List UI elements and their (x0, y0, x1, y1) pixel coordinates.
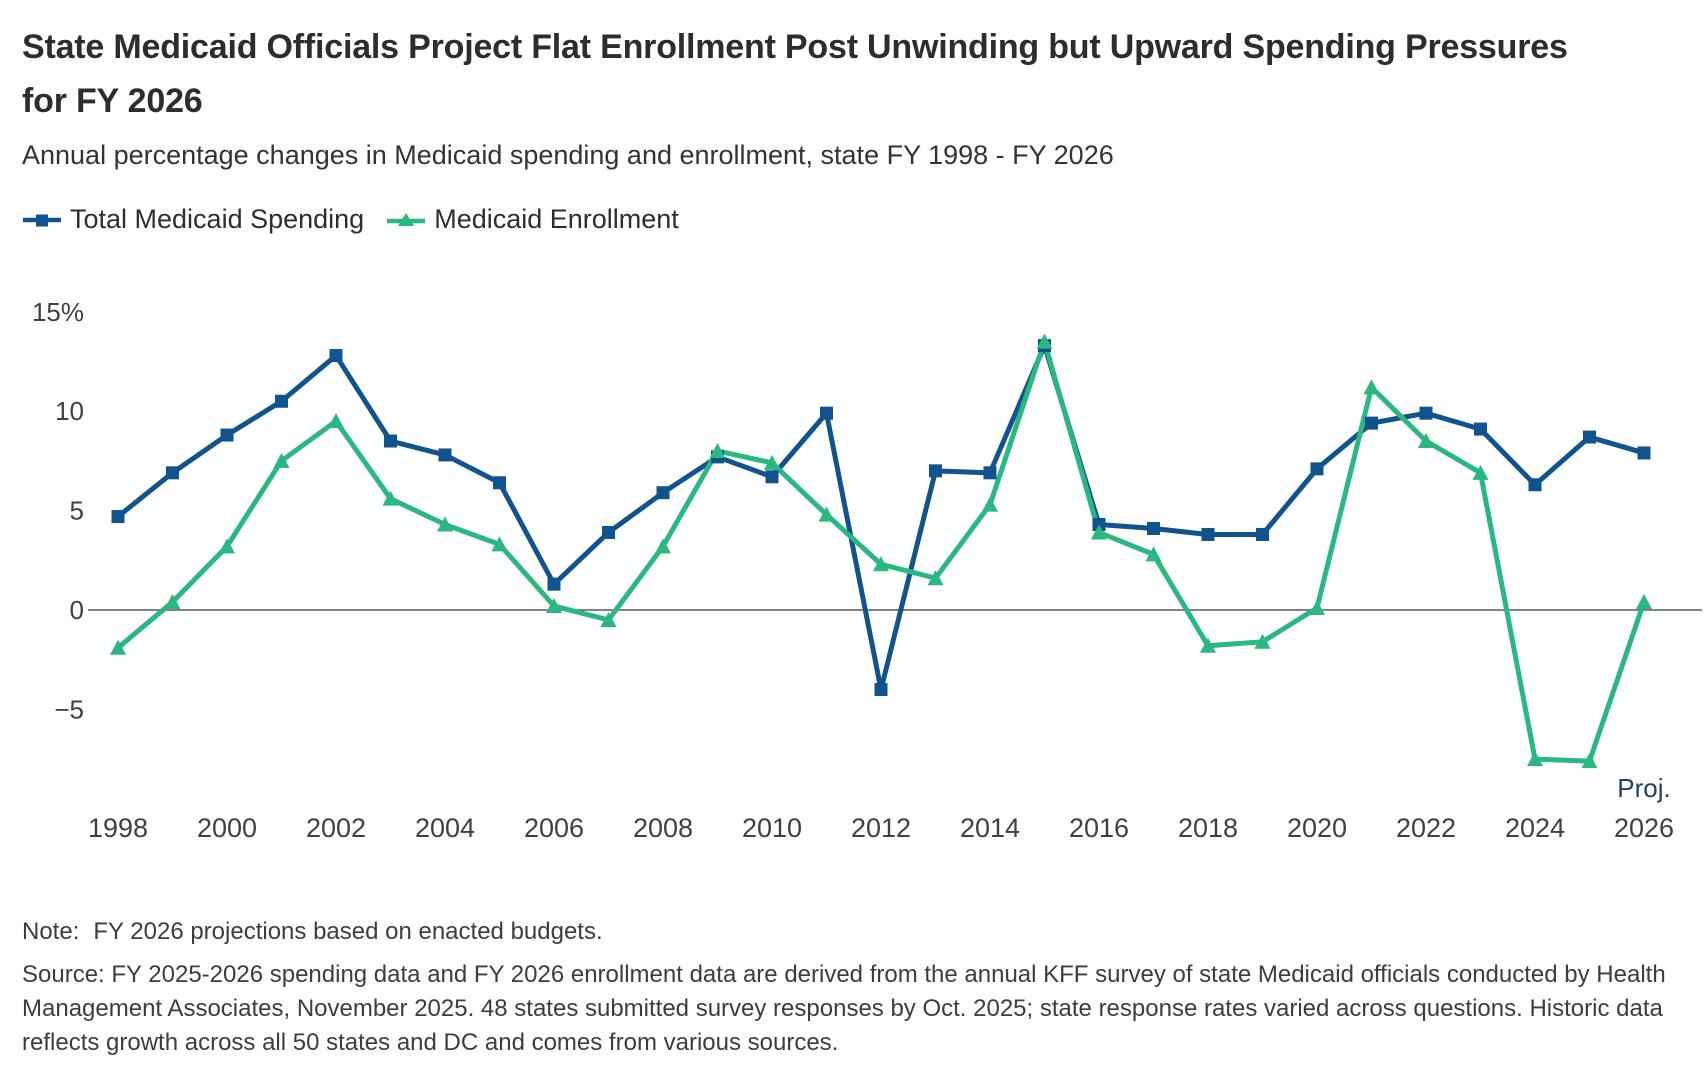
spending-marker (1256, 527, 1269, 541)
enrollment-marker (219, 538, 235, 554)
spending-marker (820, 406, 833, 420)
enrollment-marker (982, 496, 998, 512)
enrollment-marker (818, 506, 835, 522)
spending-marker (1419, 406, 1433, 420)
y-axis-tick-label: −5 (54, 694, 84, 724)
enrollment-marker (1363, 379, 1380, 395)
line-chart-plot: 15% 10 5 0 −5 1998 2000 2002 2004 2006 2008 2010 201… (32, 297, 1702, 843)
x-axis-tick-label: 2024 (1505, 813, 1565, 843)
x-axis-tick-label: 2004 (415, 813, 475, 843)
spending-marker (1147, 521, 1160, 535)
spending-line (115, 343, 1647, 693)
spending-legend-icon (23, 214, 61, 226)
spending-marker (220, 428, 234, 442)
spending-marker (1310, 462, 1324, 476)
x-axis-tick-label: 2010 (742, 813, 802, 843)
enrollment-marker (328, 413, 344, 429)
enrollment-marker (1636, 594, 1652, 610)
enrollment-marker (1145, 546, 1162, 562)
enrollment-marker (1418, 433, 1434, 449)
x-axis-tick-label: 2000 (197, 813, 257, 843)
enrollment-marker (1036, 333, 1053, 349)
x-axis-tick-label: 2018 (1178, 813, 1238, 843)
legend-item-spending: Total Medicaid Spending (22, 204, 364, 235)
spending-marker (1365, 416, 1378, 430)
enrollment-marker (1309, 600, 1325, 616)
spending-marker (329, 349, 343, 363)
y-axis-tick-label: 5 (70, 496, 84, 526)
enrollment-marker (764, 454, 780, 470)
spending-marker (438, 448, 452, 462)
spending-marker (275, 394, 288, 408)
legend-label-spending: Total Medicaid Spending (70, 204, 365, 234)
note-text: FY 2026 projections based on enacted bud… (93, 918, 603, 945)
proj-label: Proj. (1617, 773, 1670, 803)
chart-legend: Total Medicaid Spending Medicaid Enrollm… (22, 204, 679, 235)
spending-marker (1528, 478, 1542, 492)
x-axis-tick-label: 2026 (1614, 813, 1674, 843)
spending-marker (384, 434, 397, 448)
y-axis-tick-label: 0 (70, 595, 84, 625)
x-axis-tick-label: 2014 (960, 813, 1020, 843)
spending-marker (1637, 446, 1651, 460)
x-axis-tick-label: 2016 (1069, 813, 1129, 843)
x-axis-tick-label: 2006 (524, 813, 584, 843)
x-axis-tick-label: 1998 (88, 813, 148, 843)
enrollment-marker (1581, 753, 1598, 769)
y-axis-tick-label: 15% (32, 297, 84, 327)
spending-marker (874, 683, 888, 697)
enrollment-line (115, 339, 1647, 764)
enrollment-legend-icon (387, 212, 426, 226)
enrollment-marker (600, 611, 617, 627)
x-axis-tick-label: 2022 (1396, 813, 1456, 843)
spending-marker (1201, 527, 1215, 541)
enrollment-marker (1091, 524, 1107, 540)
y-axis-tick-label: 10 (55, 396, 84, 426)
x-axis-tick-label: 2012 (851, 813, 911, 843)
spending-marker (1474, 422, 1487, 436)
spending-marker (929, 464, 942, 478)
chart-note: Note: FY 2026 projections based on enacte… (22, 918, 1682, 946)
enrollment-marker (491, 536, 508, 552)
enrollment-marker (873, 556, 889, 572)
spending-marker (765, 470, 779, 484)
spending-marker (166, 466, 179, 480)
enrollment-marker (110, 639, 126, 655)
spending-marker (111, 510, 125, 524)
spending-marker (983, 466, 997, 480)
enrollment-marker (273, 452, 290, 468)
note-label: Note: (22, 918, 80, 945)
enrollment-marker (927, 570, 944, 586)
legend-label-enrollment: Medicaid Enrollment (434, 204, 679, 234)
x-axis-tick-label: 2002 (306, 813, 366, 843)
chart-source: Source: FY 2025-2026 spending data and F… (22, 961, 1666, 1056)
enrollment-marker (1472, 464, 1489, 480)
page-title: State Medicaid Officials Project Flat En… (22, 28, 1568, 120)
enrollment-marker (1254, 633, 1271, 649)
enrollment-marker (709, 442, 726, 458)
x-axis-tick-label: 2008 (633, 813, 693, 843)
legend-item-enrollment: Medicaid Enrollment (386, 204, 679, 235)
x-axis-tick-label: 2020 (1287, 813, 1347, 843)
enrollment-marker (164, 594, 181, 610)
enrollment-marker (546, 598, 562, 614)
enrollment-marker (437, 516, 453, 532)
spending-marker (602, 525, 615, 539)
chart-subtitle: Annual percentage changes in Medicaid sp… (22, 140, 1114, 170)
spending-marker (493, 476, 506, 490)
enrollment-marker (1200, 637, 1216, 653)
enrollment-marker (1527, 751, 1543, 767)
enrollment-marker (655, 538, 671, 554)
spending-marker (547, 577, 561, 591)
spending-marker (656, 486, 670, 500)
enrollment-marker (382, 490, 399, 506)
spending-marker (1583, 430, 1596, 444)
